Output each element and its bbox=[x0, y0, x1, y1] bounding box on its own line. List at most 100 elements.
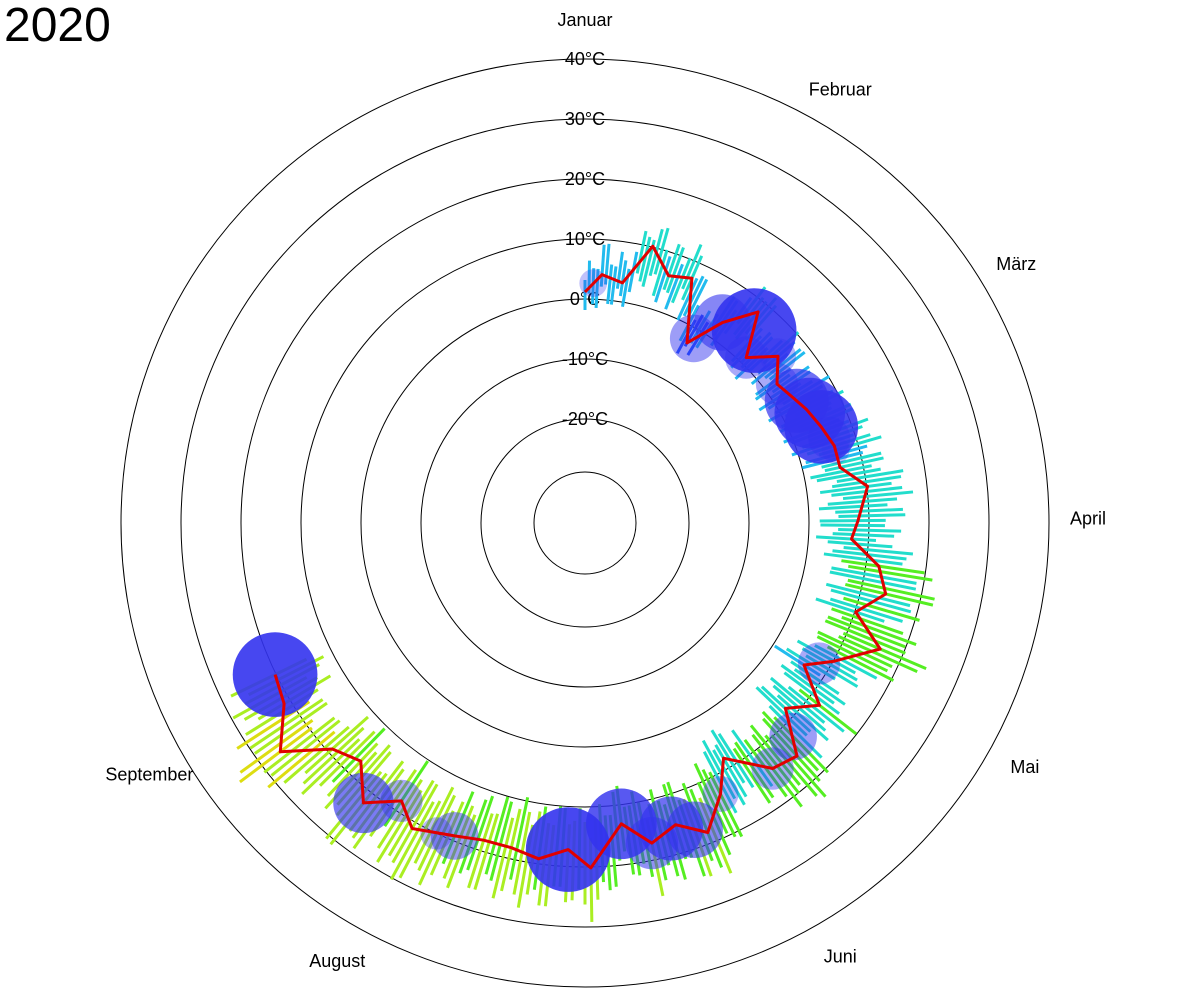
temperature-range-bar bbox=[831, 566, 917, 585]
temperature-range-bar bbox=[484, 796, 510, 875]
temperature-range-bar bbox=[714, 744, 748, 798]
temperature-range-bar bbox=[376, 778, 423, 849]
temperature-range-bar bbox=[489, 801, 514, 881]
temperature-range-bar bbox=[376, 789, 423, 863]
month-label: März bbox=[996, 254, 1036, 274]
radial-tick-label: 40°C bbox=[565, 49, 605, 69]
radial-tick-label: 10°C bbox=[565, 229, 605, 249]
temperature-range-bar bbox=[466, 795, 495, 871]
temperature-range-bar bbox=[838, 635, 918, 673]
temperature-range-bar bbox=[831, 475, 902, 489]
month-label: September bbox=[105, 765, 193, 785]
temperature-range-bar bbox=[816, 535, 877, 543]
temperature-range-bar bbox=[817, 630, 893, 669]
temperature-range-bar bbox=[446, 814, 477, 889]
temperature-range-bar bbox=[653, 227, 670, 275]
temperature-range-bar bbox=[331, 727, 386, 783]
grid-ring bbox=[120, 58, 1050, 988]
radial-tick-labels: -20°C-10°C0°C10°C20°C30°C40°C bbox=[562, 49, 608, 429]
temperature-range-bar bbox=[827, 540, 893, 549]
temperature-range-bar bbox=[829, 597, 904, 623]
temperature-range-bar bbox=[847, 578, 935, 601]
temperature-range-bar bbox=[829, 570, 917, 591]
chart-year-title: 2020 bbox=[4, 0, 111, 52]
month-labels: Januar Februar März April Mai Juni August Septe… bbox=[105, 10, 1106, 971]
temperature-range-bar bbox=[301, 738, 361, 796]
temperature-range-bar bbox=[838, 513, 906, 518]
temperature-range-bar bbox=[773, 716, 829, 774]
temperature-range-bar bbox=[816, 635, 889, 673]
temperature-range-bar bbox=[824, 619, 906, 655]
temperature-range-bar bbox=[764, 734, 818, 797]
temperature-range-bar bbox=[783, 671, 841, 715]
month-label: Januar bbox=[557, 10, 612, 30]
temperature-range-bar bbox=[594, 268, 600, 308]
temperature-range-bar bbox=[239, 726, 313, 784]
precipitation-bubbles bbox=[232, 269, 859, 892]
month-label: Mai bbox=[1010, 757, 1039, 777]
temperature-range-bar bbox=[708, 771, 744, 838]
temperature-range-bar bbox=[761, 710, 820, 772]
temperature-range-bar bbox=[841, 559, 925, 575]
temperature-range-bar bbox=[701, 739, 737, 800]
temperature-range-bar bbox=[671, 257, 692, 304]
temperature-range-bar bbox=[838, 528, 902, 533]
temperature-range-bar bbox=[796, 639, 856, 675]
temperature-range-bar bbox=[263, 716, 336, 774]
temperature-range-bar bbox=[249, 698, 324, 750]
temperature-range-bar bbox=[810, 464, 872, 480]
radial-grid bbox=[120, 58, 1050, 988]
temperature-range-bar bbox=[638, 236, 652, 282]
temperature-range-bar bbox=[787, 685, 845, 733]
temperature-range-bar bbox=[676, 277, 699, 321]
month-label: Februar bbox=[809, 80, 872, 100]
temperature-range-bar bbox=[701, 768, 737, 838]
temperature-range-bar bbox=[756, 748, 803, 808]
temperature-range-bar bbox=[391, 783, 439, 864]
temperature-range-bar bbox=[842, 490, 914, 501]
temperature-range-bar bbox=[267, 730, 336, 789]
temperature-range-bar bbox=[836, 469, 904, 484]
temperature-range-bar bbox=[606, 264, 614, 305]
temperature-range-bar bbox=[326, 742, 379, 797]
temperature-range-bar bbox=[805, 654, 859, 688]
temperature-range-bar bbox=[304, 715, 370, 775]
temperature-range-bar bbox=[780, 664, 835, 705]
radial-tick-label: 30°C bbox=[565, 109, 605, 129]
temperature-range-bar bbox=[732, 747, 772, 804]
temperature-range-bar bbox=[821, 451, 882, 469]
temperature-range-bar bbox=[793, 668, 846, 706]
radial-tick-label: -20°C bbox=[562, 409, 608, 429]
month-label: August bbox=[309, 951, 365, 971]
temperature-range-bar bbox=[798, 688, 858, 736]
mean-temperature-line bbox=[273, 244, 888, 870]
temperature-range-bar bbox=[662, 243, 681, 291]
temperature-range-bar bbox=[762, 717, 821, 782]
temperature-range-bar bbox=[635, 230, 648, 274]
temperature-range-bar bbox=[841, 615, 917, 646]
temperature-range-bar bbox=[843, 545, 914, 556]
temperature-range-bar bbox=[844, 582, 934, 607]
temperature-range-bar bbox=[665, 247, 685, 294]
temperature-range-bar bbox=[270, 719, 341, 777]
temperature-range-bar bbox=[820, 523, 885, 528]
temperature-range-bar bbox=[768, 704, 823, 759]
temperature-range-bar bbox=[302, 726, 365, 785]
temperature-range-bar bbox=[491, 817, 515, 899]
temperature-range-bar bbox=[599, 244, 606, 287]
temperature-range-bar bbox=[814, 644, 878, 680]
temperature-range-bar bbox=[830, 588, 912, 614]
temperature-range-bar bbox=[832, 532, 895, 538]
month-label: Juni bbox=[824, 946, 857, 966]
temperature-range-bar bbox=[826, 645, 895, 682]
temperature-range-bar bbox=[818, 503, 888, 511]
temperature-range-bar bbox=[773, 644, 821, 677]
temperature-range-bar bbox=[618, 260, 628, 297]
temperature-range-bar bbox=[770, 734, 827, 798]
radial-tick-label: 20°C bbox=[565, 169, 605, 189]
radial-tick-label: -10°C bbox=[562, 349, 608, 369]
temperature-range-bar bbox=[712, 749, 746, 806]
temperature-range-bar bbox=[441, 791, 475, 865]
temperature-range-bar bbox=[734, 741, 775, 799]
temperature-range-bar bbox=[651, 249, 669, 297]
